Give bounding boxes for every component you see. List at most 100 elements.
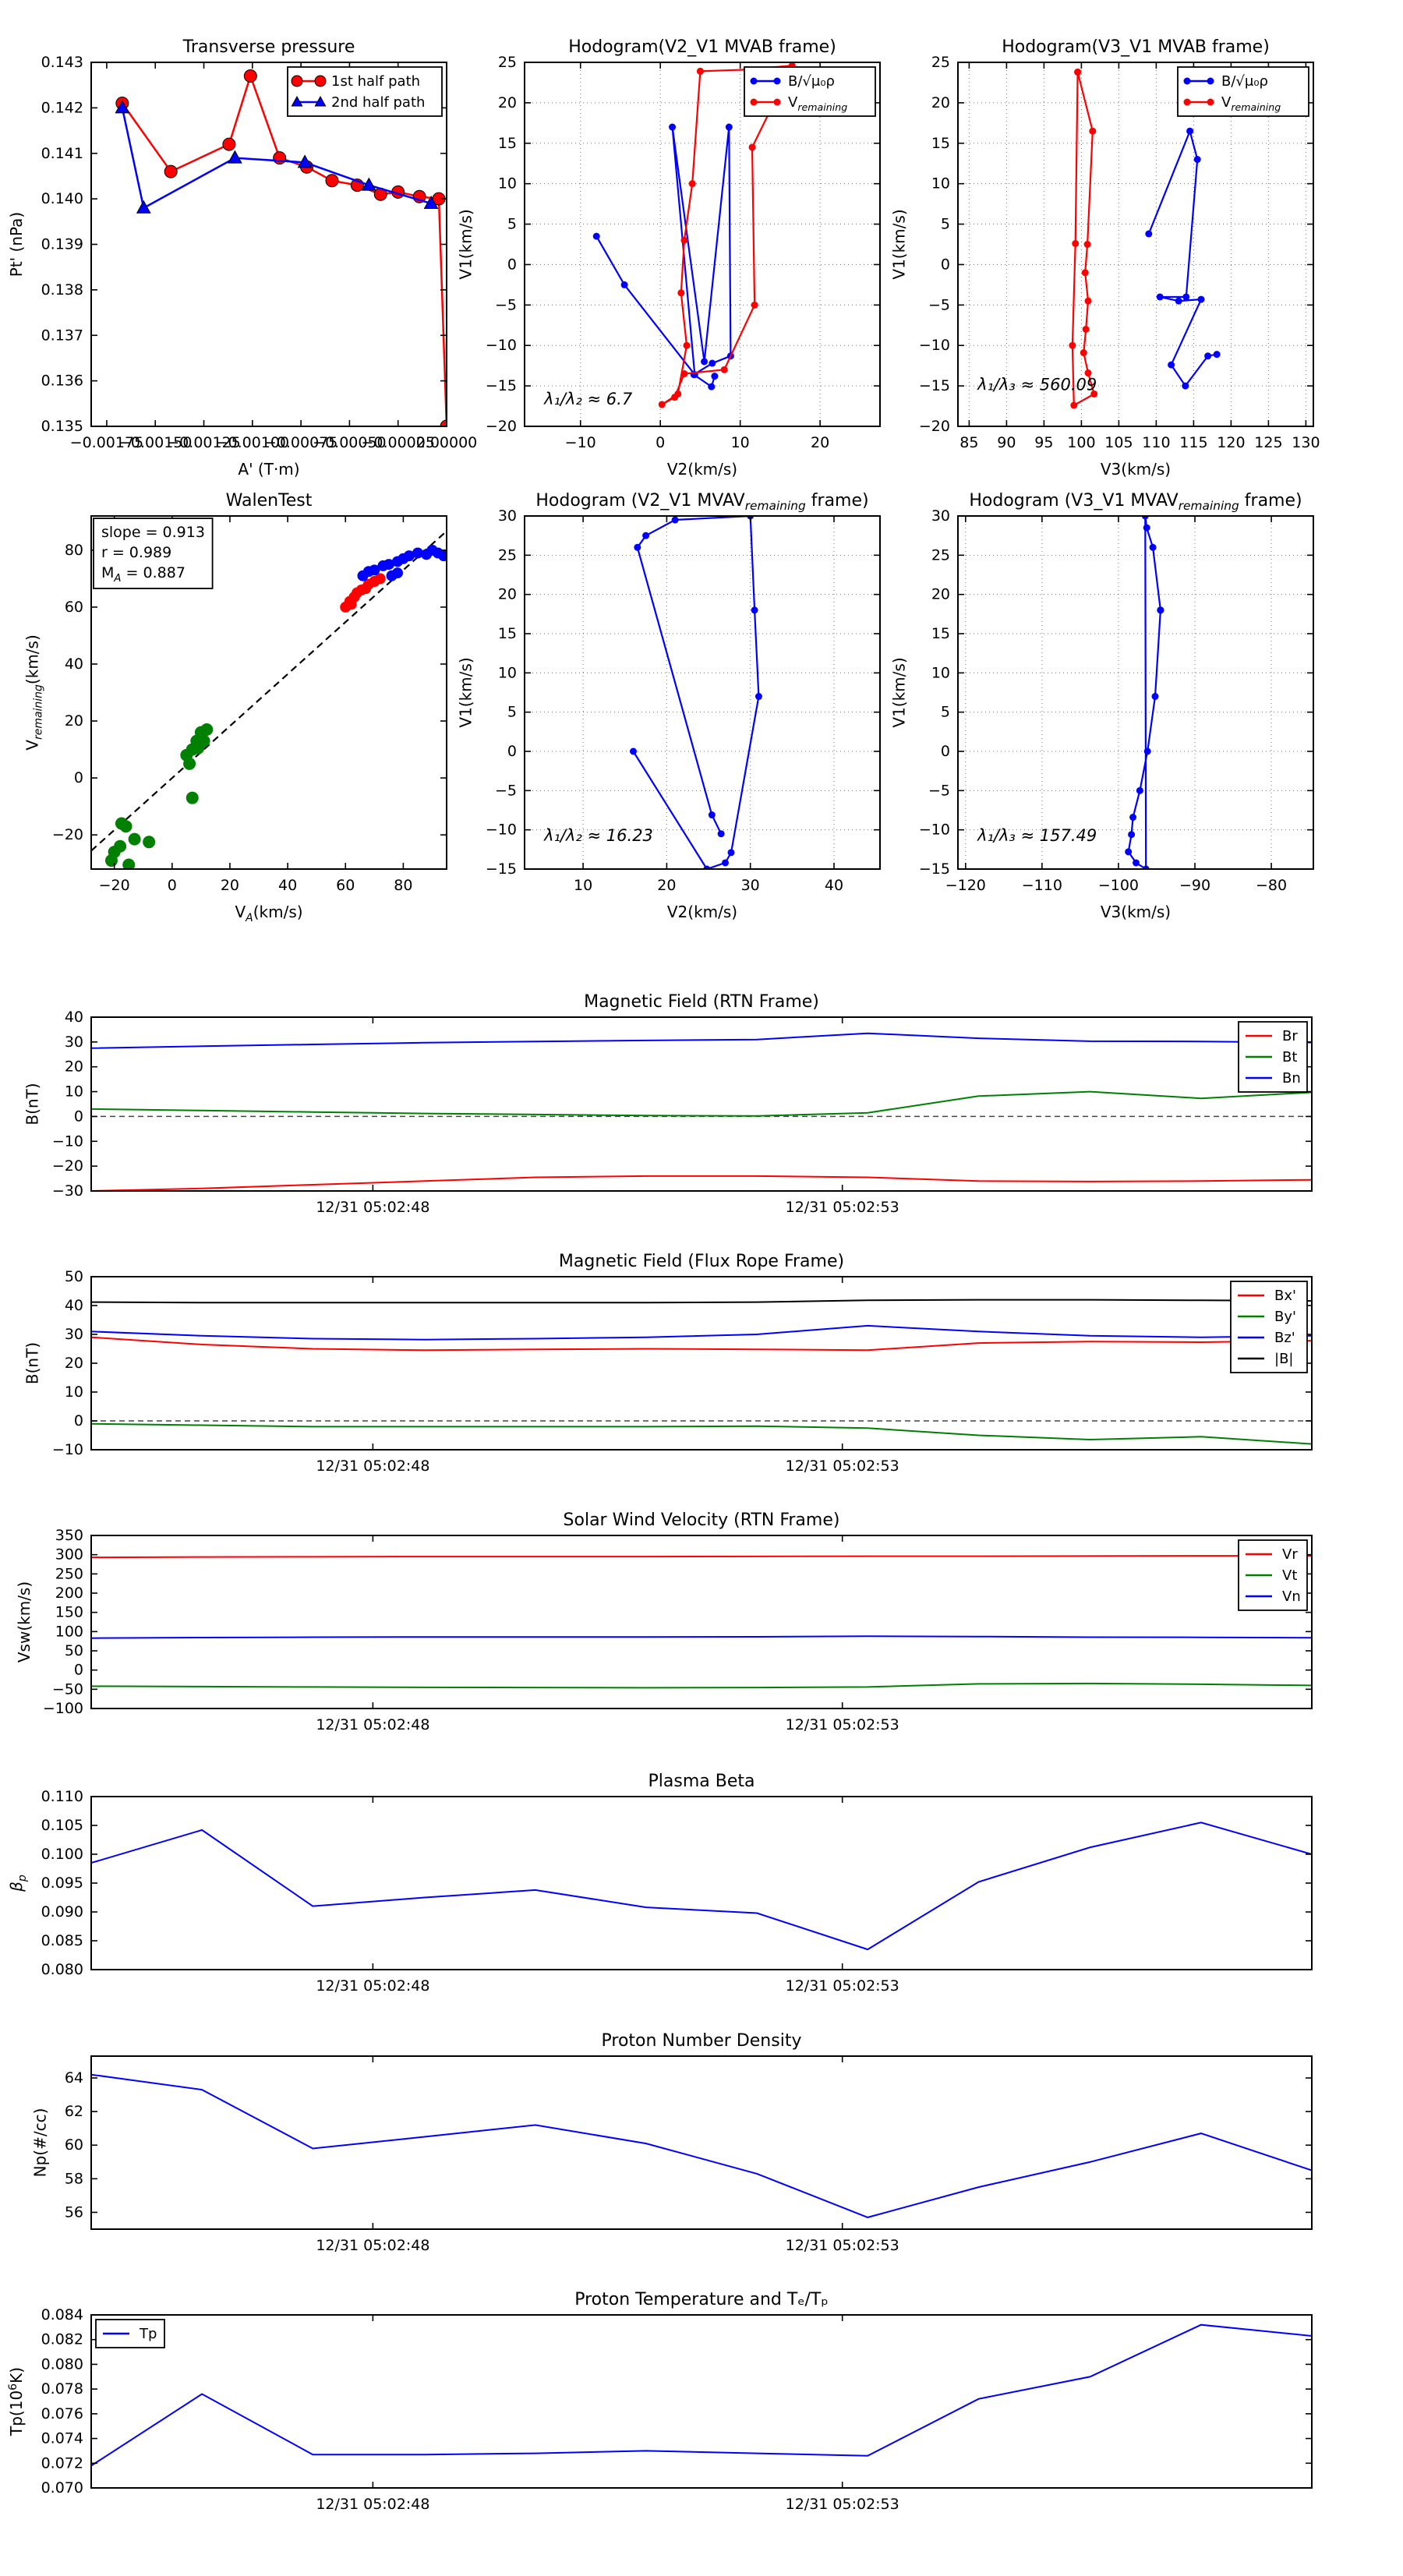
y-tick-label: 10 (65, 1383, 83, 1401)
y-tick-label: 100 (55, 1623, 83, 1640)
y-tick-label: 0.080 (41, 1961, 83, 1978)
marker (717, 830, 725, 838)
y-tick-label: 25 (498, 54, 517, 71)
hodogram-v2v1-mvav-ylabel: V1(km/s) (456, 657, 475, 727)
marker (1090, 390, 1098, 398)
marker (369, 564, 380, 576)
legend-label: |B| (1274, 1351, 1293, 1367)
marker (1183, 98, 1191, 106)
stats-line: slope = 0.913 (101, 524, 205, 541)
plasma-beta-ylabel: βp (7, 1875, 29, 1892)
y-tick-label: 0.076 (41, 2405, 83, 2422)
x-tick-label: −120 (945, 877, 986, 894)
legend-label: Br (1282, 1028, 1298, 1044)
x-tick-label: 0 (656, 434, 665, 451)
marker (314, 75, 327, 87)
hodogram-v3v1-mvav-plot-area (1125, 516, 1164, 869)
marker (750, 98, 758, 106)
marker (1083, 241, 1091, 248)
hodogram-v3v1-mvav-xlabel: V3(km/s) (1101, 903, 1171, 921)
hodogram-v3v1-mvab-annotation: λ₁/λ₃ ≈ 560.09 (977, 375, 1097, 394)
marker (1157, 606, 1164, 614)
walen-test-plot-area (91, 530, 447, 869)
legend-label: Vr (1282, 1546, 1298, 1563)
x-tick-label: −100 (1098, 877, 1139, 894)
proton-temperature-legend: Tp (95, 2319, 165, 2348)
x-tick-label: 12/31 05:02:53 (786, 2237, 899, 2254)
magnetic-field-fluxrope-series-Bmag (91, 1299, 1312, 1304)
x-tick-label: 0 (168, 877, 177, 894)
hodogram-v3v1-mvab: 85 90 95 100 105 110 115 120 125 130 −20 −15 −10 −5 0 5… (889, 37, 1320, 479)
y-tick-label: −100 (43, 1700, 83, 1717)
y-tick-label: 30 (931, 507, 950, 525)
x-tick-label: 20 (657, 877, 676, 894)
x-tick-label: −0.00075 (264, 434, 338, 451)
magnetic-field-rtn-legend: Br Bt Bn (1238, 1021, 1308, 1093)
y-tick-label: −5 (495, 296, 517, 313)
x-tick-label: −20 (99, 877, 130, 894)
walen-test-series-walen-fit-line (91, 530, 447, 852)
marker (1136, 786, 1143, 794)
x-tick-label: 12/31 05:02:48 (316, 1199, 429, 1216)
marker (773, 98, 781, 106)
x-tick-label: 80 (394, 877, 412, 894)
x-tick-label: −0.00150 (118, 434, 193, 451)
marker (164, 164, 178, 178)
magnetic-field-rtn-title: Magnetic Field (RTN Frame) (584, 992, 819, 1012)
marker (1072, 239, 1080, 247)
x-tick-label: 12/31 05:02:48 (316, 2496, 429, 2513)
marker (325, 174, 339, 188)
marker (361, 177, 376, 191)
hodogram-v3v1-mvab-legend: B/√μ₀ρ Vremaining (1177, 66, 1309, 117)
x-tick-label: 12/31 05:02:48 (316, 2237, 429, 2254)
y-tick-label: −50 (52, 1680, 83, 1698)
marker (629, 747, 637, 755)
transverse-pressure-series-2nd-half-path (121, 108, 432, 210)
marker (748, 143, 756, 151)
legend-label: Bx' (1274, 1288, 1296, 1304)
marker (750, 77, 758, 85)
marker (671, 516, 679, 524)
x-tick-label: 90 (997, 434, 1016, 451)
proton-number-density: 12/31 05:02:48 12/31 05:02:53 56 58 60 62 64 Pr… (31, 2031, 1313, 2254)
magnetic-field-fluxrope-legend: Bx' By' Bz' |B| (1230, 1281, 1308, 1373)
y-tick-label: −10 (486, 822, 517, 839)
transverse-pressure-xlabel: A' (T·m) (238, 460, 299, 479)
plasma-beta-plot-area (91, 1822, 1312, 1951)
marker (1129, 814, 1137, 822)
marker (711, 373, 719, 380)
marker (440, 419, 447, 426)
x-tick-label: 115 (1179, 434, 1207, 451)
y-tick-label: −5 (928, 296, 950, 313)
y-tick-label: 50 (65, 1642, 83, 1659)
hodogram-v3v1-mvav-annotation: λ₁/λ₃ ≈ 157.49 (977, 826, 1097, 845)
marker (751, 606, 758, 614)
marker (197, 734, 210, 747)
marker (680, 236, 688, 244)
marker (722, 859, 730, 867)
legend-box (1230, 1281, 1308, 1373)
y-tick-label: 0.074 (41, 2430, 83, 2447)
y-tick-label: 58 (65, 2170, 83, 2187)
marker (1069, 341, 1076, 349)
marker (708, 811, 716, 819)
x-tick-label: 12/31 05:02:48 (316, 1716, 429, 1733)
axes-spines (90, 62, 447, 427)
hodogram-v2v1-mvab-title: Hodogram(V2_V1 MVAB frame) (568, 37, 836, 57)
proton-number-density-title: Proton Number Density (602, 2031, 802, 2051)
axes-spines (90, 2055, 1313, 2230)
legend-label: 1st half path (331, 73, 420, 90)
proton-temperature-plot-area (91, 2323, 1312, 2467)
axes-spines (90, 1535, 1313, 1709)
marker (104, 854, 118, 868)
walen-test: −20 0 20 40 60 80 −20 0 20 40 60 80 WalenTest VA(km/s… (23, 491, 447, 924)
y-tick-label: 5 (941, 216, 950, 233)
marker (136, 200, 151, 214)
marker (314, 95, 327, 107)
marker (674, 390, 682, 398)
y-tick-label: 350 (55, 1527, 83, 1544)
y-tick-label: 0.137 (41, 327, 83, 344)
y-tick-label: −15 (919, 860, 950, 878)
magnetic-field-fluxrope-series-Bz (91, 1324, 1312, 1341)
